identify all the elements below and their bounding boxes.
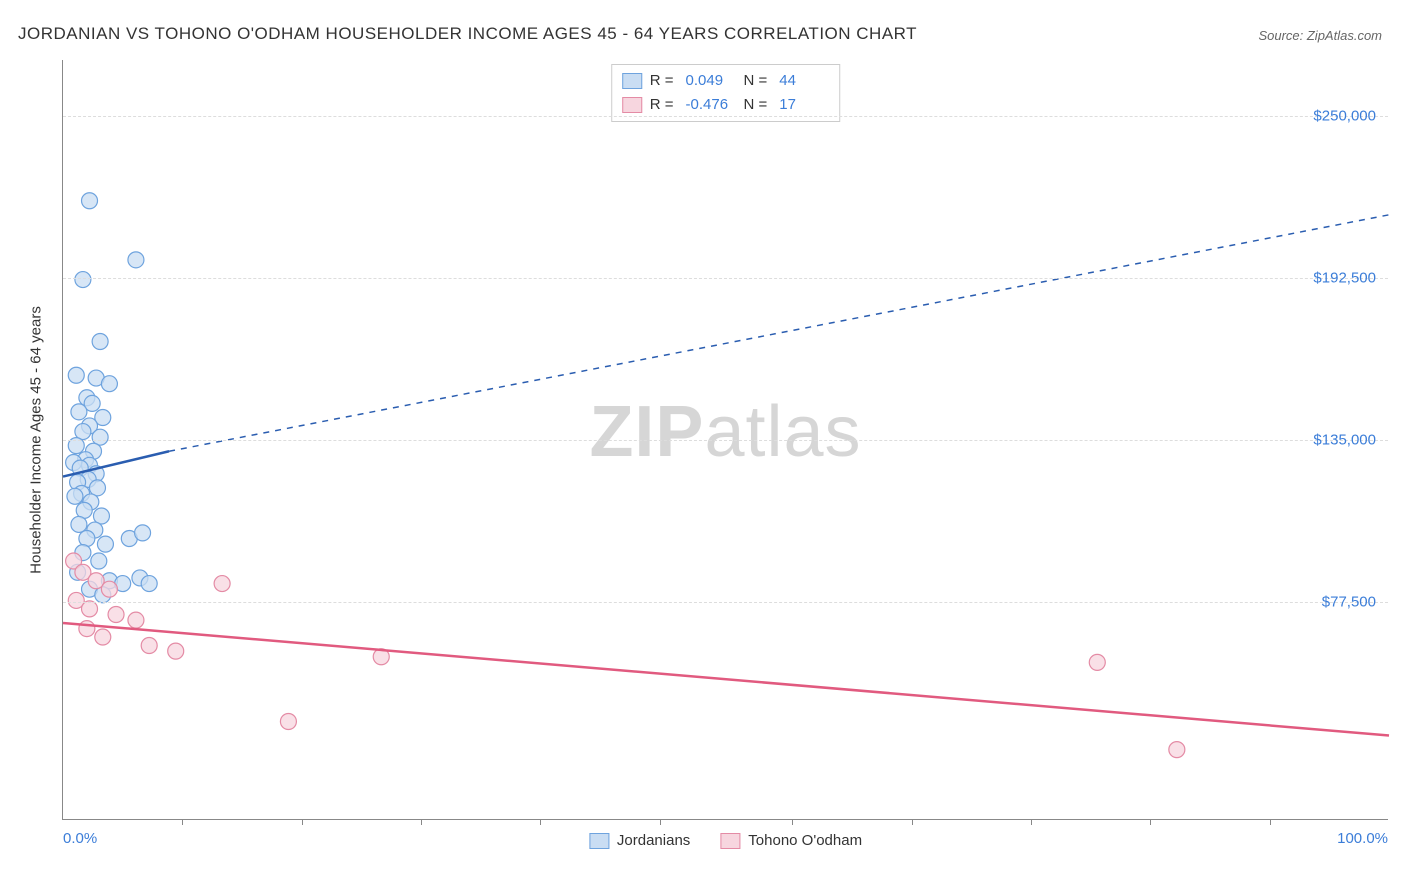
n-label: N = <box>744 93 768 117</box>
series-legend: Jordanians Tohono O'odham <box>589 832 862 849</box>
plot-area: ZIPatlas R = 0.049 N = 44 R = -0.476 N =… <box>62 60 1388 820</box>
r-label: R = <box>650 69 674 93</box>
stats-row-tohono: R = -0.476 N = 17 <box>622 93 830 117</box>
r-label: R = <box>650 93 674 117</box>
n-value-tohono: 17 <box>779 93 829 117</box>
stats-legend: R = 0.049 N = 44 R = -0.476 N = 17 <box>611 64 841 122</box>
legend-label-tohono: Tohono O'odham <box>748 832 862 849</box>
swatch-jordanians-icon <box>589 833 609 849</box>
chart-container: Householder Income Ages 45 - 64 years ZI… <box>48 60 1388 820</box>
swatch-jordanians <box>622 73 642 89</box>
legend-label-jordanians: Jordanians <box>617 832 690 849</box>
legend-item-tohono: Tohono O'odham <box>720 832 862 849</box>
r-value-tohono: -0.476 <box>686 93 736 117</box>
r-value-jordanians: 0.049 <box>686 69 736 93</box>
legend-item-jordanians: Jordanians <box>589 832 690 849</box>
y-axis-label: Householder Income Ages 45 - 64 years <box>28 306 45 574</box>
stats-row-jordanians: R = 0.049 N = 44 <box>622 69 830 93</box>
chart-title: JORDANIAN VS TOHONO O'ODHAM HOUSEHOLDER … <box>18 24 917 44</box>
source-attribution: Source: ZipAtlas.com <box>1258 28 1382 43</box>
n-value-jordanians: 44 <box>779 69 829 93</box>
swatch-tohono <box>622 97 642 113</box>
swatch-tohono-icon <box>720 833 740 849</box>
n-label: N = <box>744 69 768 93</box>
